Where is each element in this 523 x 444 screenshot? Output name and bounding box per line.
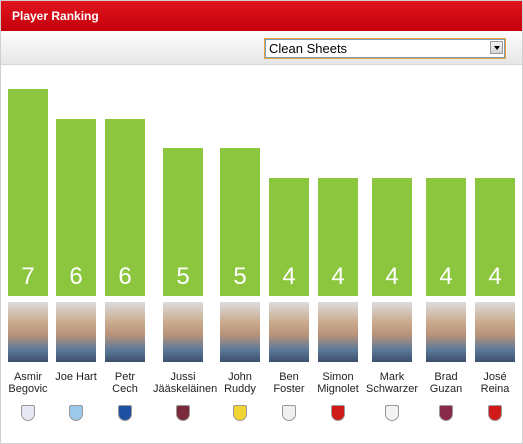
bar — [163, 148, 203, 296]
player-name: Jussi Jääskeläinen — [153, 371, 218, 395]
player-photo — [163, 302, 203, 362]
value-label: 6 — [118, 263, 132, 290]
value-label: 5 — [176, 263, 190, 290]
value-label: 4 — [488, 263, 502, 290]
bar — [8, 89, 48, 296]
club-badge — [233, 405, 247, 421]
player-photo — [426, 302, 466, 362]
player-photo — [8, 302, 48, 362]
club-badge — [21, 405, 35, 421]
club-badge — [488, 405, 502, 421]
player-name: Mark Schwarzer — [366, 371, 418, 395]
player-name: Petr Cech — [112, 371, 138, 395]
club-badge — [385, 405, 399, 421]
bar — [372, 177, 412, 296]
stat-dropdown[interactable]: Clean Sheets — [264, 38, 506, 59]
value-label: 5 — [233, 263, 247, 290]
club-badge — [439, 405, 453, 421]
player-name: José Reina — [480, 371, 510, 395]
value-label: 4 — [385, 263, 399, 290]
club-badge — [176, 405, 190, 421]
bar — [220, 148, 260, 296]
widget-title: Player Ranking — [12, 9, 99, 23]
bar — [475, 177, 515, 296]
player-name: John Ruddy — [224, 371, 256, 395]
dropdown-button[interactable] — [490, 41, 503, 54]
bar — [105, 118, 145, 296]
value-label: 4 — [439, 263, 453, 290]
value-label: 4 — [282, 263, 296, 290]
value-label: 7 — [21, 263, 35, 290]
value-label: 4 — [331, 263, 345, 290]
player-photo — [56, 302, 96, 362]
dropdown-text: Clean Sheets — [269, 41, 348, 56]
bar — [426, 177, 466, 296]
club-badge — [331, 405, 345, 421]
club-badge — [118, 405, 132, 421]
player-name: Ben Foster — [273, 371, 305, 395]
header: Player Ranking — [1, 1, 522, 31]
player-name: Joe Hart — [55, 371, 97, 383]
player-photo — [475, 302, 515, 362]
club-badge — [282, 405, 296, 421]
player-photo — [318, 302, 358, 362]
value-label: 6 — [69, 263, 83, 290]
player-photo — [269, 302, 309, 362]
player-photo — [220, 302, 260, 362]
bar — [56, 118, 96, 296]
bar — [269, 177, 309, 296]
player-name: Simon Mignolet — [317, 371, 359, 395]
player-name: Brad Guzan — [429, 371, 463, 395]
toolbar: Clean Sheets — [1, 31, 522, 65]
player-photo — [105, 302, 145, 362]
club-badge — [69, 405, 83, 421]
player-name: Asmir Begovic — [8, 371, 48, 395]
player-photo — [372, 302, 412, 362]
bar — [318, 177, 358, 296]
